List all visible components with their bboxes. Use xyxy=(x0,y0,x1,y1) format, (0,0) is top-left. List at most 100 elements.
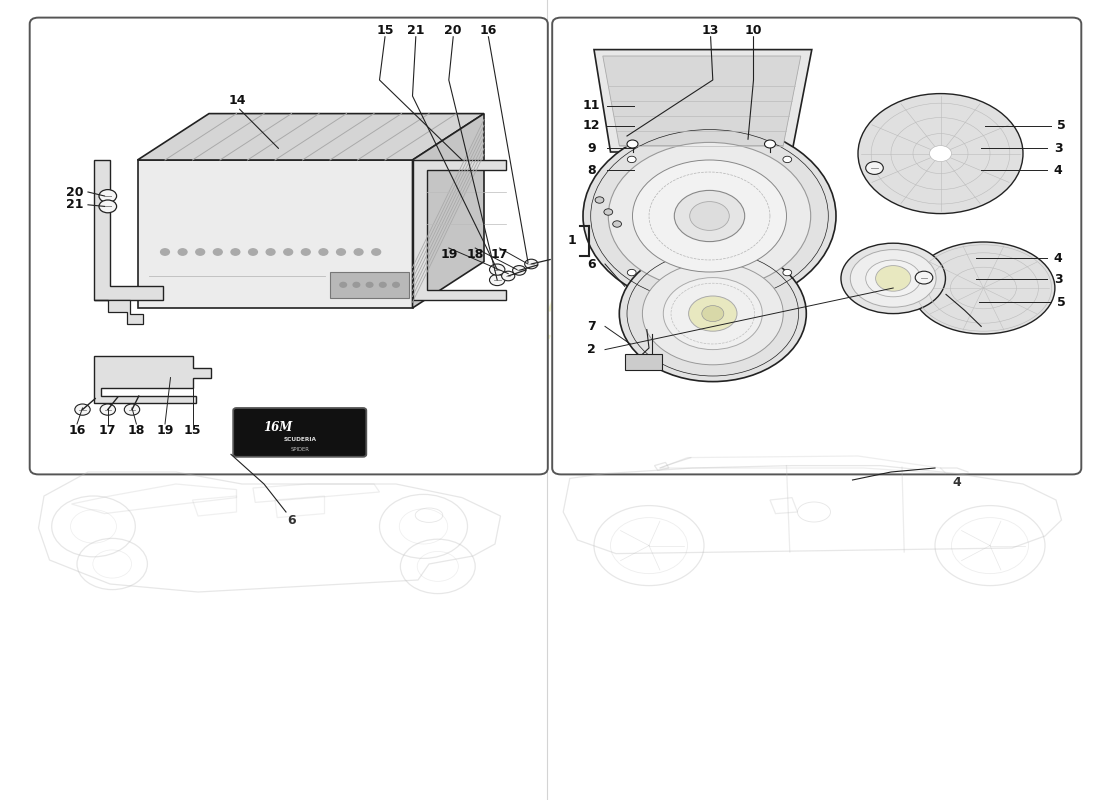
Text: 9: 9 xyxy=(587,142,596,154)
Circle shape xyxy=(619,246,806,382)
Text: 3: 3 xyxy=(1054,142,1063,154)
Text: 20: 20 xyxy=(66,186,84,198)
Ellipse shape xyxy=(842,243,946,314)
Circle shape xyxy=(340,282,346,287)
Circle shape xyxy=(75,404,90,415)
Text: 8: 8 xyxy=(587,164,596,177)
Text: 10: 10 xyxy=(745,24,762,37)
Circle shape xyxy=(231,249,240,255)
Circle shape xyxy=(783,270,792,276)
FancyBboxPatch shape xyxy=(552,18,1081,474)
Circle shape xyxy=(266,249,275,255)
Circle shape xyxy=(915,271,933,284)
Text: 19: 19 xyxy=(156,424,174,437)
Text: 16: 16 xyxy=(480,24,497,37)
Circle shape xyxy=(490,264,505,275)
Polygon shape xyxy=(412,114,484,308)
Circle shape xyxy=(353,282,360,287)
Text: 20: 20 xyxy=(444,24,462,37)
Circle shape xyxy=(490,274,505,286)
Text: 16M: 16M xyxy=(264,421,293,434)
Circle shape xyxy=(393,282,399,287)
Circle shape xyxy=(866,162,883,174)
Text: 4: 4 xyxy=(953,476,961,489)
Text: 4: 4 xyxy=(1054,164,1063,177)
Text: 5: 5 xyxy=(1057,296,1066,309)
Circle shape xyxy=(178,249,187,255)
Text: SPIDER: SPIDER xyxy=(290,446,309,452)
Circle shape xyxy=(284,249,293,255)
Circle shape xyxy=(595,197,604,203)
Circle shape xyxy=(783,156,792,162)
Text: 16: 16 xyxy=(68,424,86,437)
Circle shape xyxy=(213,249,222,255)
Circle shape xyxy=(249,249,257,255)
FancyBboxPatch shape xyxy=(625,354,662,370)
Circle shape xyxy=(613,221,621,227)
Text: 15: 15 xyxy=(184,424,201,437)
Text: 17: 17 xyxy=(99,424,117,437)
Text: 7: 7 xyxy=(587,320,596,333)
Circle shape xyxy=(354,249,363,255)
Polygon shape xyxy=(94,356,211,403)
Circle shape xyxy=(764,140,776,148)
Circle shape xyxy=(702,306,724,322)
Text: 21: 21 xyxy=(407,24,425,37)
Circle shape xyxy=(858,94,1023,214)
Circle shape xyxy=(379,282,386,287)
Text: 14: 14 xyxy=(229,94,246,107)
Circle shape xyxy=(876,266,911,291)
Text: 1: 1 xyxy=(568,234,576,247)
Circle shape xyxy=(124,404,140,415)
Circle shape xyxy=(690,202,729,230)
Text: 15: 15 xyxy=(376,24,394,37)
Circle shape xyxy=(319,249,328,255)
Polygon shape xyxy=(594,50,812,152)
Circle shape xyxy=(627,156,636,162)
Text: 17: 17 xyxy=(491,248,508,261)
Text: 2: 2 xyxy=(587,343,596,356)
Circle shape xyxy=(632,160,786,272)
Text: 19: 19 xyxy=(440,248,458,261)
Circle shape xyxy=(583,124,836,308)
Polygon shape xyxy=(603,56,801,146)
Ellipse shape xyxy=(912,242,1055,334)
Text: SCUDERIA: SCUDERIA xyxy=(284,437,317,442)
Circle shape xyxy=(674,190,745,242)
Circle shape xyxy=(604,209,613,215)
Polygon shape xyxy=(94,300,143,324)
Text: passionfor
parts.com: passionfor parts.com xyxy=(488,276,612,364)
Text: 4: 4 xyxy=(1054,252,1063,265)
Circle shape xyxy=(99,200,117,213)
Circle shape xyxy=(372,249,381,255)
Text: 13: 13 xyxy=(702,24,719,37)
Polygon shape xyxy=(412,160,506,300)
Text: 6: 6 xyxy=(587,258,596,270)
Polygon shape xyxy=(138,160,412,308)
Circle shape xyxy=(627,270,636,276)
Circle shape xyxy=(161,249,169,255)
Circle shape xyxy=(642,262,783,365)
Circle shape xyxy=(513,266,526,275)
Circle shape xyxy=(663,278,762,350)
Circle shape xyxy=(930,146,952,162)
Circle shape xyxy=(608,142,811,290)
Text: 5: 5 xyxy=(1057,119,1066,132)
Circle shape xyxy=(337,249,345,255)
Circle shape xyxy=(301,249,310,255)
Text: 12: 12 xyxy=(583,119,601,132)
Text: 18: 18 xyxy=(466,248,484,261)
Text: 6: 6 xyxy=(287,514,296,526)
Polygon shape xyxy=(94,160,163,300)
Ellipse shape xyxy=(850,250,936,307)
Text: 18: 18 xyxy=(128,424,145,437)
Text: 3: 3 xyxy=(1054,273,1063,286)
Ellipse shape xyxy=(866,260,921,297)
Text: 11: 11 xyxy=(583,99,601,112)
FancyBboxPatch shape xyxy=(233,408,366,457)
Circle shape xyxy=(99,190,117,202)
Circle shape xyxy=(502,271,515,281)
Text: 21: 21 xyxy=(66,198,84,211)
Circle shape xyxy=(525,259,538,269)
Circle shape xyxy=(100,404,116,415)
